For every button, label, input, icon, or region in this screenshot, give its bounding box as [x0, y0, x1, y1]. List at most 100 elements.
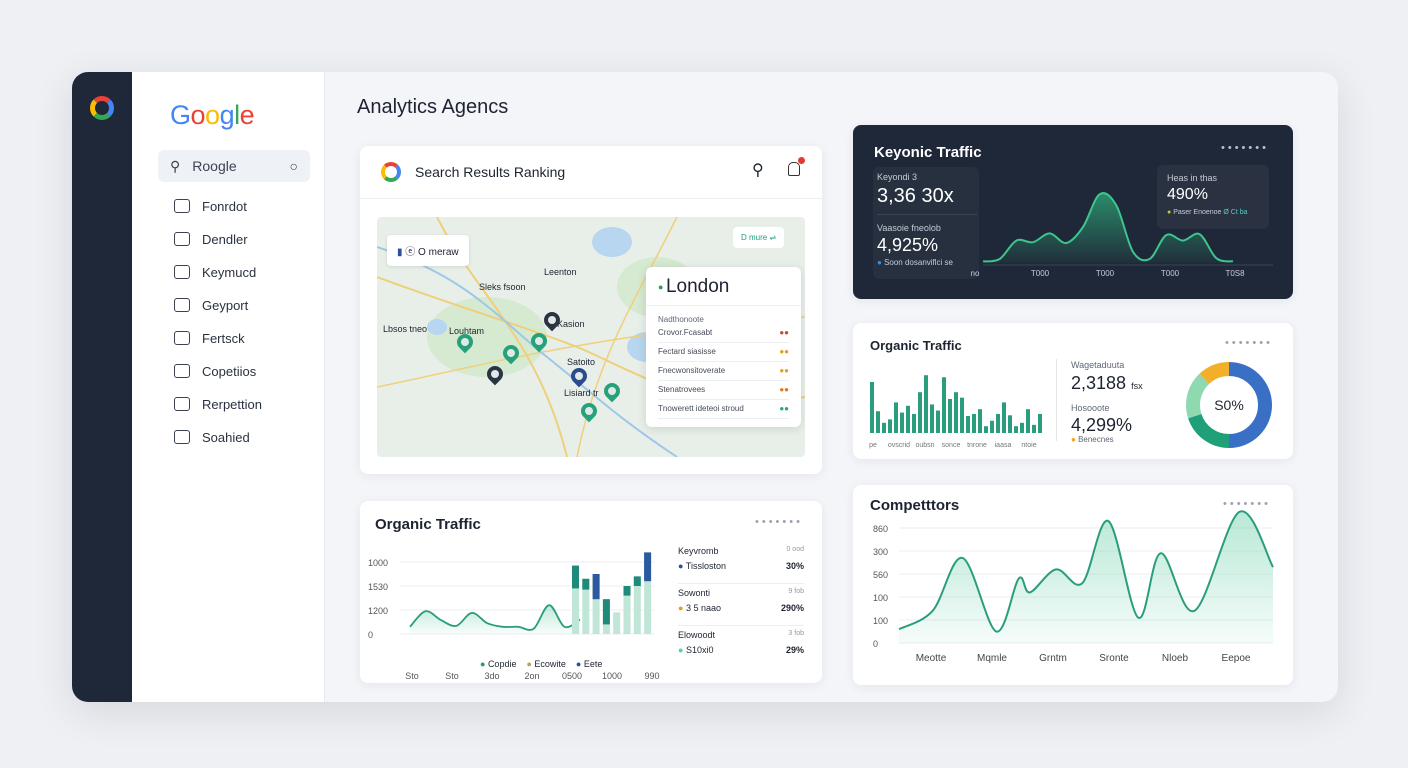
sidebar-item-fertsck[interactable]: Fertsck — [174, 327, 245, 349]
status-dots: ●● — [779, 385, 789, 394]
x-tick-label: T000 — [1096, 269, 1115, 278]
stat-value: 2,3188 fsx — [1071, 373, 1143, 393]
table-row[interactable]: Keyvromb 0 ood ● Tissloston 30% — [678, 546, 804, 584]
bar — [894, 402, 898, 433]
y-tick-label: 300 — [873, 547, 888, 557]
search-results-card: Search Results Ranking ⚲ ▮ ⓔ O meraw D m… — [360, 146, 822, 474]
stat-label: Hosooote — [1071, 403, 1110, 413]
popup-row[interactable]: Stenatrovees ●● — [658, 380, 789, 400]
y-tick-label: 1530 — [368, 582, 388, 592]
y-tick-label: 100 — [873, 616, 888, 626]
organic-traffic-summary-card: Organic Traffic ••••••• pe ovscrid oubsn so… — [853, 323, 1293, 459]
sidebar-search[interactable]: ⚲ Roogle ○ — [158, 150, 310, 182]
stat-legend: ● Benecnes — [1071, 435, 1114, 444]
sidebar-item-label: Fertsck — [202, 330, 245, 346]
chat-icon — [174, 298, 190, 312]
y-tick-label: 1200 — [368, 606, 388, 616]
y-tick-label: 560 — [873, 570, 888, 580]
bar-segment — [602, 599, 610, 625]
bar — [592, 574, 600, 634]
popup-row[interactable]: Tnowerett ideteoi stroud ●● — [658, 399, 789, 419]
map-label: Leenton — [544, 267, 577, 277]
x-tick-label: oubsn — [915, 442, 934, 449]
sidebar-item-fonrdot[interactable]: Fonrdot — [174, 195, 247, 217]
card-title: Search Results Ranking — [415, 164, 566, 180]
bar — [876, 411, 880, 433]
checkbox-icon — [174, 364, 190, 378]
donut-slice — [1199, 362, 1230, 385]
bar — [954, 392, 958, 433]
search-icon[interactable]: ⚲ — [752, 162, 764, 179]
donut-center-label: S0% — [1214, 397, 1244, 413]
map-label: Lbsos tneo — [383, 324, 428, 334]
competitors-card: Competttors ••••••• 860 300 560 100 100 0 Meot… — [853, 485, 1293, 685]
map[interactable]: ▮ ⓔ O meraw D mure ⇌ Leenton Sleks fsoon… — [377, 217, 805, 457]
keyonic-traffic-chart: no T000 T000 T000 T0S8 — [971, 192, 1273, 278]
y-tick-label: 0 — [873, 639, 878, 649]
divider — [360, 198, 822, 199]
map-button[interactable]: D mure ⇌ — [733, 227, 785, 248]
bar — [942, 377, 946, 433]
sidebar-item-keymucd[interactable]: Keymucd — [174, 261, 256, 283]
sidebar-item-copetiios[interactable]: Copetiios — [174, 360, 256, 382]
bar — [882, 422, 886, 433]
map-chip[interactable]: ▮ ⓔ O meraw — [387, 235, 469, 266]
more-menu-icon[interactable]: ••••••• — [1223, 498, 1271, 510]
bar — [1014, 426, 1018, 433]
x-tick-label: T0S8 — [1225, 269, 1245, 278]
status-dots: ●● — [779, 366, 789, 375]
bar-segment — [644, 552, 652, 582]
google-g-icon[interactable] — [90, 96, 114, 120]
map-label: Satoito — [567, 357, 596, 367]
metric-label: Vaasoie fneolob — [877, 223, 941, 233]
popup-row[interactable]: Fectard siasisse ●● — [658, 342, 789, 362]
bar — [924, 375, 928, 433]
more-menu-icon[interactable]: ••••••• — [1221, 142, 1269, 154]
sidebar-item-geyport[interactable]: Geyport — [174, 294, 248, 316]
donut-chart — [1186, 362, 1272, 448]
more-menu-icon[interactable]: ••••••• — [1225, 337, 1273, 349]
more-menu-icon[interactable]: ••••••• — [755, 516, 803, 528]
bar — [1032, 424, 1036, 433]
popup-row[interactable]: Crovor.Fcasabt ●● — [658, 323, 789, 343]
bar — [1008, 415, 1012, 433]
mic-icon[interactable]: ○ — [289, 158, 298, 174]
bar — [1038, 413, 1042, 433]
status-dots: ●● — [779, 347, 789, 356]
x-tick-label: 3do — [484, 671, 499, 681]
traffic-line — [982, 192, 1234, 263]
map-label: Sleks fsoon — [479, 282, 526, 292]
x-tick-label: Sronte — [1099, 653, 1129, 664]
x-tick-label: iaasa — [995, 442, 1012, 449]
bar — [888, 419, 892, 433]
sidebar-item-rerpettion[interactable]: Rerpettion — [174, 393, 262, 415]
sidebar-item-dendler[interactable]: Dendler — [174, 228, 248, 250]
x-tick-label: 990 — [644, 671, 659, 681]
google-logo: Google — [170, 100, 255, 130]
popup-row[interactable]: Fnecwonsitoverate ●● — [658, 361, 789, 381]
x-tick-label: Mqmle — [977, 653, 1007, 664]
x-tick-label: no — [971, 269, 980, 278]
status-dots: ●● — [779, 328, 789, 337]
bar — [948, 399, 952, 433]
sidebar-item-soahied[interactable]: Soahied — [174, 426, 250, 448]
organic-traffic-chart: 1000 1530 1200 0 Sto Sto 3do 2on 0500 1000 990 — [368, 552, 660, 681]
area-fill — [983, 193, 1233, 263]
table-row[interactable]: Sowonti 9 fob ● 3 5 naao 290% — [678, 588, 804, 626]
x-tick-label: T000 — [1161, 269, 1180, 278]
stack-icon — [174, 331, 190, 345]
stat-label: Wagetaduuta — [1071, 360, 1125, 370]
x-tick-label: Sto — [405, 671, 419, 681]
page-title: Analytics Agencs — [357, 96, 509, 118]
table-icon — [174, 430, 190, 444]
bar-segment — [592, 574, 600, 600]
legend-item: ● Ecowite — [526, 659, 566, 669]
table-row[interactable]: Elowoodt 3 fob ● S10xi0 29% — [678, 630, 804, 655]
grid-icon — [174, 397, 190, 411]
home-icon — [174, 199, 190, 213]
metric-panel — [873, 167, 979, 279]
popup-subtitle: Nadthonoote — [658, 315, 704, 324]
map-label: Louhtam — [449, 326, 485, 336]
notification-icon[interactable] — [788, 157, 805, 176]
search-input[interactable]: Roogle — [192, 158, 237, 174]
